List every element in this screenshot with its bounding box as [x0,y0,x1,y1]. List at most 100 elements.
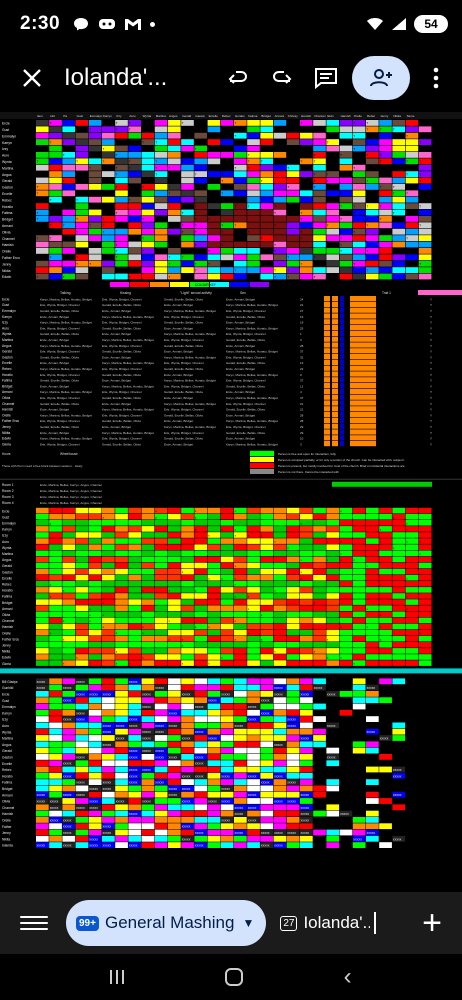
cell-text: Erie, Wynta, Bridget, Channel [40,326,80,330]
grid-cell [128,823,142,830]
comment-button[interactable] [308,60,344,96]
grid-cell [181,678,194,685]
cell-text: x [37,576,39,580]
matrix-cell [234,120,247,126]
cell-text: T [235,224,237,228]
grid-cell [273,760,287,767]
matrix-cell [141,158,155,165]
matrix-cell [392,120,405,126]
separator-bar [0,668,462,674]
grid-cell [339,722,353,729]
back-button[interactable]: ‹ [343,963,352,990]
grid-cell [181,716,194,722]
grid-cell [181,722,194,729]
mash-cell [220,635,234,642]
grid-cell [154,716,168,722]
cell-text: T [248,160,250,164]
grid-cell [115,716,128,722]
cell-text: T [208,217,210,221]
recent-apps-button[interactable] [110,970,125,984]
cell-text: x [63,637,65,641]
mash-cell [273,605,287,611]
grid-cell [194,823,208,830]
dropdown-arrow-icon[interactable]: ▼ [242,916,255,930]
mash-cell [115,507,128,514]
mash-cell [154,611,168,618]
matrix-cell [339,139,353,145]
more-options-button[interactable] [418,60,454,96]
mash-cell [286,568,300,575]
grid-cell [102,747,115,754]
matrix-cell [168,196,181,203]
grid-cell [115,829,128,836]
row-label: Jenny [2,262,11,266]
mash-cell [207,660,221,666]
cell-mark: XXXXX [327,692,336,696]
home-button[interactable] [224,968,243,986]
undo-button[interactable] [220,60,256,96]
grid-cell [141,741,155,748]
redo-button[interactable] [264,60,300,96]
cell-text: Karyn, Martina, Bellas, Horatio, Bridget [226,326,278,330]
mash-cell [75,532,89,538]
cell-text: x [235,534,237,538]
score-cell [332,319,338,325]
grid-cell [234,741,247,748]
matrix-cell [168,184,181,190]
cell-text: Erie, Wynta, Bridget, Channel [226,379,266,383]
matrix-cell [300,171,313,177]
sheet-canvas[interactable]: Item Hid Pa Gust Emmalyn Karryn Izzy Auro Wynta M… [0,112,462,892]
matrix-cell [352,126,366,133]
grid-cell [168,835,181,842]
mash-cell [405,623,419,630]
grid-cell [168,817,181,823]
close-button[interactable] [14,60,50,96]
matrix-cell [181,177,194,184]
grid-cell [352,766,366,773]
grid-cell [234,684,247,691]
grid-cell [168,842,181,848]
add-sheet-button[interactable]: + [422,903,442,942]
mash-cell [154,629,168,636]
grid-cell [207,798,221,804]
share-button[interactable] [352,56,410,100]
score-cell [332,412,338,418]
mash-cell [405,593,419,599]
cell-text: T [129,275,131,279]
cell-text: x [63,662,65,666]
mash-cell [75,648,89,654]
cell-mark: XXXXX [208,800,217,804]
mash-cell [418,556,432,563]
mash-cell [339,544,353,550]
tab-iolanda[interactable]: 27 Iolanda'... [280,913,370,933]
grid-cell [194,735,208,741]
grid-cell [379,716,392,722]
all-sheets-button[interactable] [20,916,48,930]
matrix-cell [300,222,313,229]
grid-cell [62,760,76,767]
cell-mark: XXXXX [76,806,85,810]
spreadsheet-grid[interactable]: Item Hid Pa Gust Emmalyn Karryn Izzy Auro Wynta M… [0,112,462,892]
matrix-cell [154,222,168,229]
grid-cell [273,766,287,773]
matrix-cell [273,158,287,165]
row-label: Edwin [2,656,11,660]
cell-text: Ercie, Armani, Bridget [102,425,131,429]
mash-cell [234,550,247,557]
matrix-cell [286,126,300,133]
grid-cell [392,823,406,830]
tab-general-mashing[interactable]: 99+ General Mashing ▼ [66,900,267,946]
grid-cell [300,791,313,798]
mash-cell [154,538,168,544]
grid-cell [49,716,62,722]
matrix-cell [326,196,339,203]
cell-mark: XXXXX [301,831,310,835]
grid-cell [168,829,181,836]
document-title[interactable]: Iolanda'... [64,64,168,91]
row-label: Bridget [2,218,13,222]
matrix-cell [194,254,207,261]
mash-cell [168,556,181,563]
mash-cell [88,520,102,526]
mash-cell [141,550,155,557]
mash-cell [36,660,49,666]
